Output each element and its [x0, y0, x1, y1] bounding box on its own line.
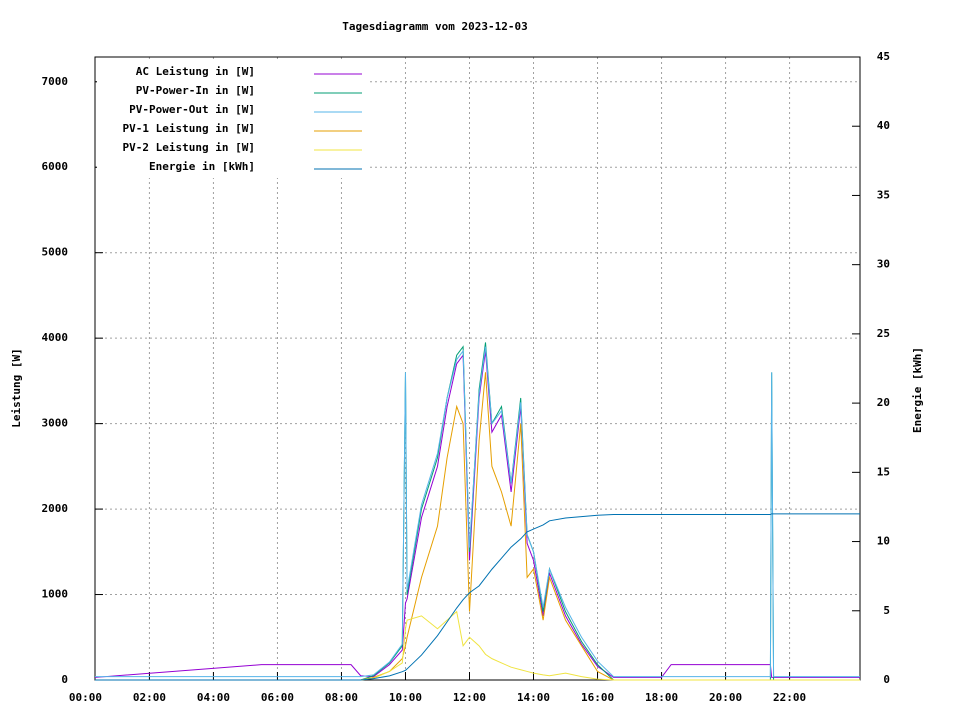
- series-line: [95, 610, 860, 681]
- plot-frame: [94, 56, 861, 681]
- legend-label: PV-Power-Out in [W]: [129, 103, 255, 116]
- y2-tick-label: 25: [877, 327, 890, 340]
- legend-label: Energie in [kWh]: [149, 160, 255, 173]
- x-tick-label: 06:00: [261, 691, 294, 704]
- legend-box: [97, 60, 367, 178]
- series-line: [95, 346, 860, 678]
- y2-tick-label: 0: [883, 673, 890, 686]
- x-tick-label: 14:00: [517, 691, 550, 704]
- y-tick-label: 4000: [42, 331, 69, 344]
- y-tick-label: 6000: [42, 160, 69, 173]
- series-line: [95, 342, 860, 681]
- y2-tick-label: 10: [877, 535, 890, 548]
- y-tick-label: 3000: [42, 417, 69, 430]
- series-line: [94, 350, 860, 678]
- legend-label: PV-2 Leistung in [W]: [123, 141, 255, 154]
- y-axis-label: Leistung [W]: [10, 348, 23, 427]
- y2-axis-label: Energie [kWh]: [911, 347, 924, 433]
- x-tick-label: 12:00: [453, 691, 486, 704]
- y2-tick-label: 20: [877, 396, 890, 409]
- series-line: [95, 513, 860, 681]
- x-tick-label: 04:00: [197, 691, 230, 704]
- y2-tick-label: 5: [883, 604, 890, 617]
- x-tick-label: 16:00: [581, 691, 614, 704]
- x-tick-label: 02:00: [133, 691, 166, 704]
- x-tick-label: 00:00: [69, 691, 102, 704]
- y2-tick-label: 35: [877, 188, 890, 201]
- x-tick-label: 18:00: [645, 691, 678, 704]
- y-tick-label: 1000: [42, 588, 69, 601]
- x-tick-label: 08:00: [325, 691, 358, 704]
- x-tick-label: 10:00: [389, 691, 422, 704]
- y-tick-label: 0: [61, 673, 68, 686]
- legend-label: PV-Power-In in [W]: [136, 84, 255, 97]
- y2-tick-label: 45: [877, 50, 890, 63]
- x-tick-label: 22:00: [773, 691, 806, 704]
- legend-label: AC Leistung in [W]: [136, 65, 255, 78]
- y2-tick-label: 40: [877, 119, 890, 132]
- y-tick-label: 5000: [42, 246, 69, 259]
- y2-tick-label: 30: [877, 258, 890, 271]
- y2-tick-label: 15: [877, 465, 890, 478]
- y-tick-label: 2000: [42, 502, 69, 515]
- chart-title: Tagesdiagramm vom 2023-12-03: [342, 20, 527, 33]
- x-tick-label: 20:00: [709, 691, 742, 704]
- y-tick-label: 7000: [42, 75, 69, 88]
- legend-label: PV-1 Leistung in [W]: [123, 122, 255, 135]
